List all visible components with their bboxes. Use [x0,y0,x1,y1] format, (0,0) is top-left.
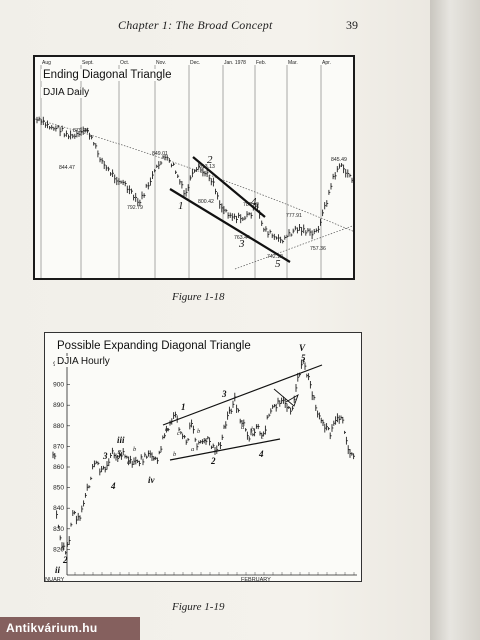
y-tick-label: 830 [53,526,64,533]
price-label: 787.40 [243,202,259,208]
x-label-february: FEBRUARY [241,577,271,582]
figure-1-19-chart: 910900890880870860850840830820 1980 JANU… [44,332,362,582]
wave-label: 1 [181,402,186,412]
subwave-label: b [197,428,201,435]
wave-label: 3 [238,238,245,250]
subwave-label: c [153,455,156,462]
wave-label: 2 [62,555,68,565]
axes [66,353,357,576]
x-label-january: 1980 JANUARY [45,577,65,582]
wave-label: 1 [178,200,184,212]
upper-trendline [192,156,266,218]
month-labels: Aug Sept. Oct. Nov. Dec. Jan. 1978 Feb. Mar. Apr… [42,60,331,66]
subwave-label: a [191,446,194,453]
wave-label: 5 [117,449,122,459]
y-tick-label: 880 [53,423,64,430]
y-tick-label: 820 [53,546,64,553]
lower-trendline [169,438,281,461]
dotted-trendline [35,118,353,232]
price-label: 845.49 [331,157,347,163]
upper-trendline [162,364,323,426]
subwave-label: b [133,446,137,453]
month-label: Sept. [82,60,94,66]
wave-label: V [299,343,306,353]
figure-1-18-subtitle: DJIA Daily [41,87,92,98]
price-label: 757.36 [310,246,326,252]
price-label: 849.01 [152,151,168,157]
subwave-label: c [177,430,180,437]
price-bars [36,116,353,244]
price-label: 742.12 [267,254,283,260]
wave-label: 4 [110,481,116,491]
wave-label: 5 [275,258,281,270]
watermark: Antikvárium.hu [0,617,140,640]
price-label: 813.13 [199,164,215,170]
wave-label: 3 [221,389,227,399]
y-tick-label: 870 [53,443,64,450]
price-labels: 879.76 844.47 849.01 792.79 813.13 800.42 787.… [59,128,347,260]
figure-1-19-title: Possible Expanding Diagonal Triangle [55,340,253,352]
month-label: Feb. [256,60,266,66]
price-label: 800.42 [198,199,214,205]
figure-1-18-svg: Aug Sept. Oct. Nov. Dec. Jan. 1978 Feb. Mar. Apr… [35,60,353,278]
price-label: 763.44 [234,235,250,241]
month-label: Apr. [322,60,331,66]
subwave-label: a [165,426,168,433]
x-axis-labels: 1980 JANUARY FEBRUARY [45,577,271,582]
subwave-label: b [173,451,177,458]
y-tick-label: 890 [53,402,64,409]
price-bars [52,359,355,555]
price-label: 777.91 [286,213,302,219]
month-gridlines [40,65,322,278]
y-tick-label: 860 [53,464,64,471]
wave-label: 5 [301,353,306,363]
wave-label: 2 [207,154,213,166]
figure-1-18-chart: Aug Sept. Oct. Nov. Dec. Jan. 1978 Feb. Mar. Apr… [33,55,355,280]
wave-label: iv [148,475,156,485]
figure-1-19-svg: 910900890880870860850840830820 1980 JANU… [45,343,357,582]
wave-label: 3 [102,451,108,461]
figure-1-19-subtitle: DJIA Hourly [55,356,112,367]
price-label: 844.47 [59,165,75,171]
y-tick-label: 900 [53,382,64,389]
small-triangle [273,388,299,407]
month-label: Dec. [190,60,200,66]
month-label: Nov. [156,60,166,66]
wave-label: ii [55,565,61,575]
figure-1-19-caption: Figure 1-19 [172,601,225,613]
price-label: 792.79 [127,205,143,211]
dotted-trendline-lower [234,225,353,270]
wave-label: 4 [251,196,257,208]
wave-label: 2 [210,456,216,466]
wave-label: 4 [258,449,264,459]
month-label: Jan. 1978 [224,60,246,66]
lower-trendline [169,188,291,263]
subwave-label: c [205,436,208,443]
subwave-label: b [251,426,255,433]
wave-label: iii [117,435,125,445]
page-edge [430,0,480,640]
page-number: 39 [346,18,358,32]
subwave-label: c [261,434,264,441]
figure-1-18-title: Ending Diagonal Triangle [41,69,174,81]
month-label: Mar. [288,60,298,66]
wave-labels: 1 2 3 4 5 [178,154,281,270]
running-head: Chapter 1: The Broad Concept [118,18,273,32]
y-tick-label: 850 [53,485,64,492]
figure-1-18-caption: Figure 1-18 [172,291,225,303]
month-label: Aug [42,60,51,66]
price-label: 879.76 [73,128,89,134]
subwave-label: a [241,424,244,431]
month-label: Oct. [120,60,129,66]
y-tick-label: 840 [53,505,64,512]
subwave-label: a [127,459,130,466]
